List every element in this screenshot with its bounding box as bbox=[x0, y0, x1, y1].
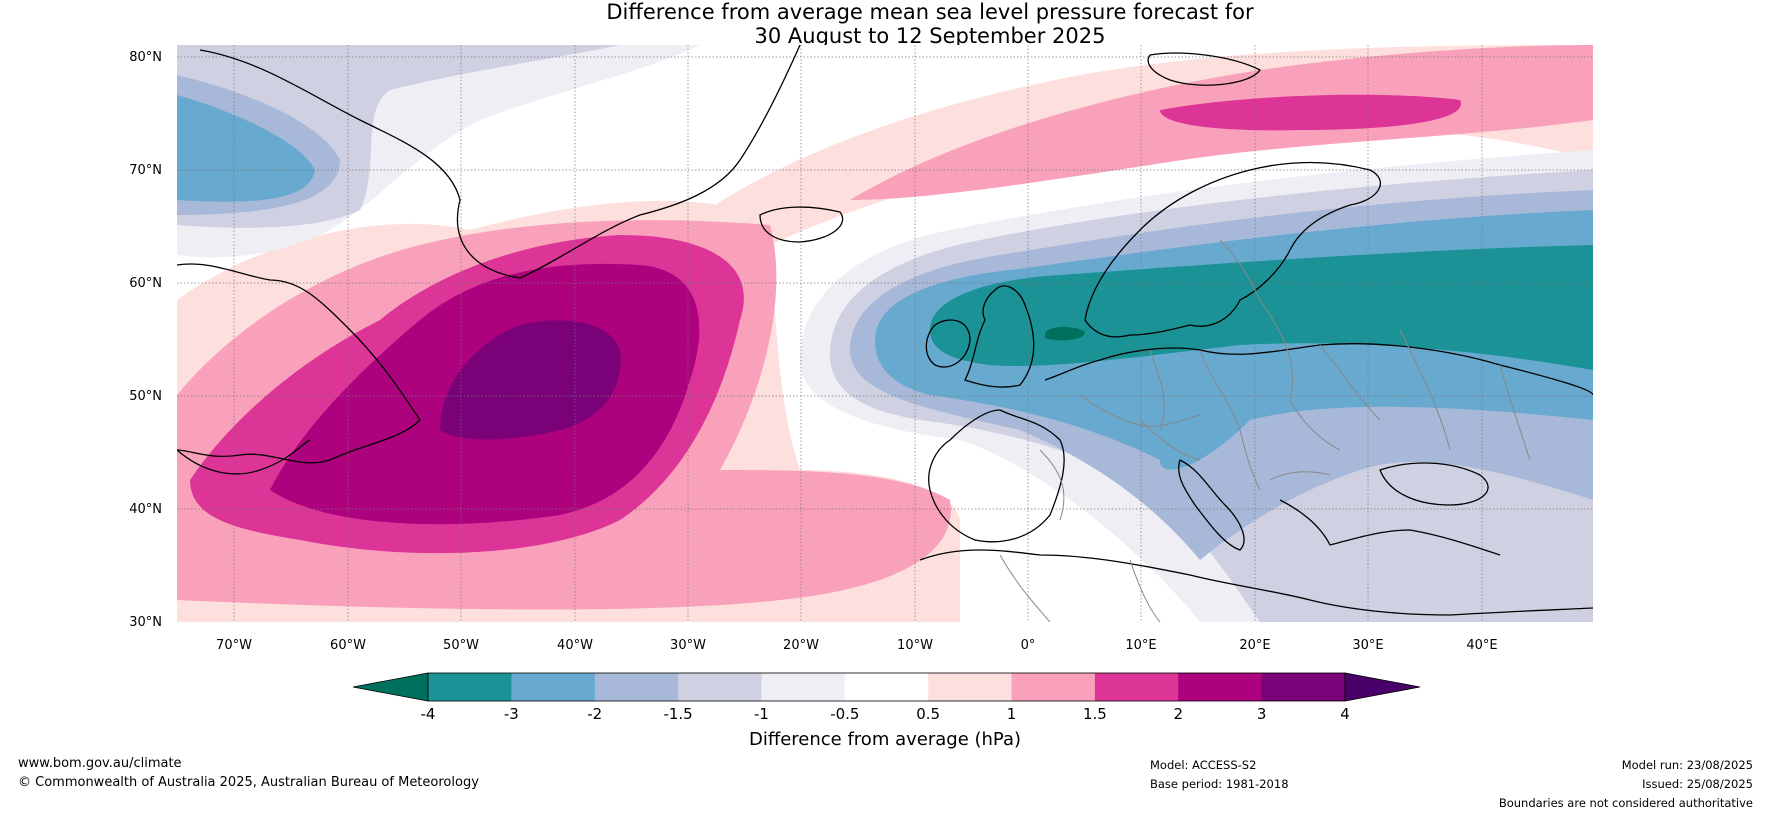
canada-east-coast bbox=[177, 439, 311, 475]
latitude-labels: 80°N 70°N 60°N 50°N 40°N 30°N bbox=[129, 50, 162, 630]
colorbar-segment bbox=[511, 673, 596, 701]
negative-anomaly-4 bbox=[1045, 326, 1085, 341]
colorbar-tick-label: 3 bbox=[1257, 705, 1267, 723]
colorbar-segment bbox=[1094, 673, 1179, 701]
lon-label-20w: 20°W bbox=[783, 638, 819, 653]
positive-anomaly-1.5-north bbox=[1160, 94, 1461, 131]
lat-label-80: 80°N bbox=[129, 50, 162, 65]
colorbar-segment bbox=[928, 673, 1013, 701]
lon-label-70w: 70°W bbox=[216, 638, 252, 653]
colorbar-segment bbox=[844, 673, 929, 701]
iceland-coast bbox=[759, 206, 844, 243]
colorbar: -4 -3 -2 -1.5 -1 -0.5 0.5 1 1.5 2 3 4 Difference fr… bbox=[352, 672, 1421, 750]
negative-anomaly-northwest-2 bbox=[177, 95, 315, 202]
copyright-text: © Commonwealth of Australia 2025, Austra… bbox=[18, 775, 479, 790]
colorbar-tick-label: 1 bbox=[1007, 705, 1017, 723]
country-borders bbox=[999, 239, 1531, 622]
colorbar-tick-label: -3 bbox=[504, 705, 519, 723]
longitude-labels: 70°W 60°W 50°W 40°W 30°W 20°W 10°W 0° 10… bbox=[216, 638, 1498, 653]
disclaimer-text: Boundaries are not considered authoritat… bbox=[1498, 796, 1753, 810]
colorbar-label: Difference from average (hPa) bbox=[749, 729, 1021, 750]
model-run-text: Model run: 23/08/2025 bbox=[1621, 758, 1753, 772]
greece-turkey-coast bbox=[1279, 499, 1501, 556]
colorbar-segment bbox=[1178, 673, 1263, 701]
colorbar-segment bbox=[761, 673, 846, 701]
lon-label-10w: 10°W bbox=[897, 638, 933, 653]
colorbar-tick-label: 0.5 bbox=[916, 705, 940, 723]
iberia-coast bbox=[928, 409, 1065, 543]
lon-label-50w: 50°W bbox=[443, 638, 479, 653]
lon-label-30w: 30°W bbox=[670, 638, 706, 653]
colorbar-tick-label: 1.5 bbox=[1083, 705, 1107, 723]
colorbar-ticks: -4 -3 -2 -1.5 -1 -0.5 0.5 1 1.5 2 3 4 bbox=[421, 705, 1350, 723]
model-text: Model: ACCESS-S2 bbox=[1150, 758, 1257, 772]
colorbar-extend-high bbox=[1344, 672, 1421, 702]
colorbar-segment bbox=[428, 673, 512, 701]
lat-label-70: 70°N bbox=[129, 163, 162, 178]
svalbard-coast bbox=[1147, 52, 1261, 86]
colorbar-tick-label: -1 bbox=[754, 705, 769, 723]
title-line-1: Difference from average mean sea level p… bbox=[606, 0, 1254, 24]
lon-label-40w: 40°W bbox=[557, 638, 593, 653]
lon-label-30e: 30°E bbox=[1352, 638, 1383, 653]
issued-text: Issued: 25/08/2025 bbox=[1642, 777, 1753, 791]
colorbar-segment bbox=[678, 673, 762, 701]
lon-label-10e: 10°E bbox=[1125, 638, 1156, 653]
colorbar-segment bbox=[594, 673, 679, 701]
colorbar-tick-label: 4 bbox=[1340, 705, 1350, 723]
north-africa-coast bbox=[919, 549, 1593, 616]
colorbar-tick-label: 2 bbox=[1173, 705, 1183, 723]
colorbar-segment bbox=[1261, 673, 1346, 701]
europe-mainland-coast bbox=[1044, 343, 1593, 396]
lat-label-60: 60°N bbox=[129, 276, 162, 291]
lon-label-40e: 40°E bbox=[1466, 638, 1497, 653]
colorbar-tick-label: -2 bbox=[587, 705, 602, 723]
pressure-anomaly-field bbox=[177, 45, 1593, 622]
black-sea-coast bbox=[1379, 462, 1489, 506]
greenland-coast bbox=[199, 45, 801, 279]
website-text: www.bom.gov.au/climate bbox=[18, 756, 182, 771]
lon-label-60w: 60°W bbox=[330, 638, 366, 653]
base-period-text: Base period: 1981-2018 bbox=[1150, 777, 1289, 791]
lon-label-20e: 20°E bbox=[1239, 638, 1270, 653]
colorbar-segments bbox=[352, 672, 1421, 702]
colorbar-outline bbox=[427, 672, 1346, 702]
colorbar-segment bbox=[1011, 673, 1096, 701]
map-title: Difference from average mean sea level p… bbox=[0, 0, 1770, 48]
title-line-2: 30 August to 12 September 2025 bbox=[754, 24, 1106, 48]
colorbar-extend-low bbox=[352, 672, 429, 702]
colorbar-tick-label: -0.5 bbox=[830, 705, 859, 723]
negative-anomaly-3 bbox=[930, 245, 1593, 370]
scandinavia-coast bbox=[1084, 161, 1382, 338]
positive-anomaly-3 bbox=[440, 320, 621, 440]
lat-label-50: 50°N bbox=[129, 389, 162, 404]
colorbar-tick-label: -4 bbox=[421, 705, 436, 723]
lat-label-40: 40°N bbox=[129, 502, 162, 517]
ireland-coast bbox=[925, 319, 971, 368]
coastlines bbox=[177, 45, 1593, 616]
lon-label-0: 0° bbox=[1021, 638, 1036, 653]
italy-coast bbox=[1178, 459, 1245, 551]
labrador-coast bbox=[177, 263, 421, 464]
colorbar-tick-label: -1.5 bbox=[663, 705, 692, 723]
british-isles-coast bbox=[964, 285, 1035, 388]
lat-label-30: 30°N bbox=[129, 615, 162, 630]
graticule bbox=[177, 45, 1593, 622]
